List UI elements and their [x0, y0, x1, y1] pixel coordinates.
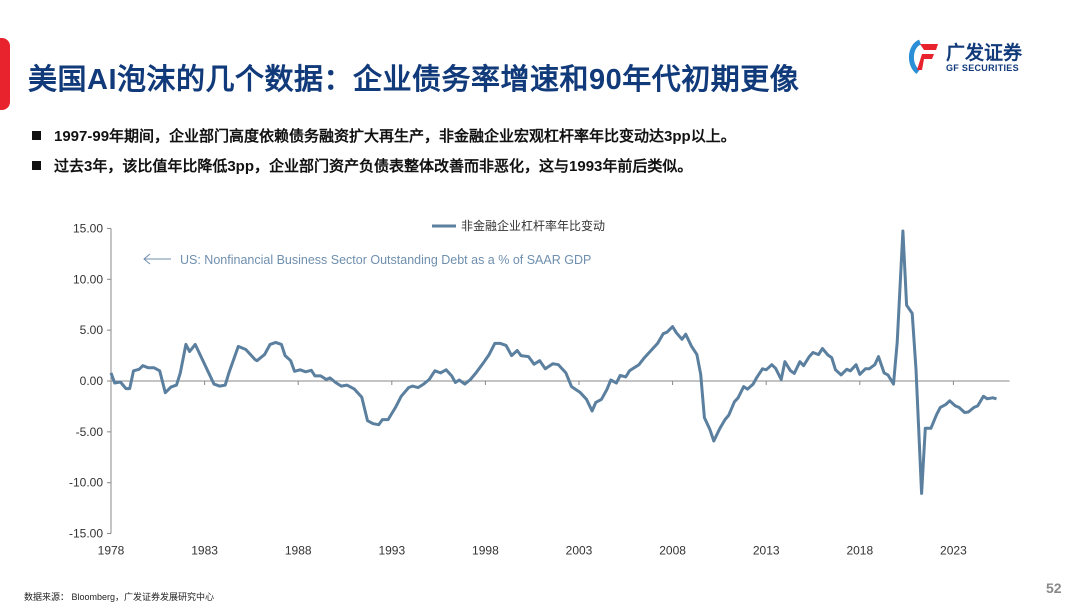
page-title: 美国AI泡沫的几个数据：企业债务率增速和90年代初期更像 — [28, 64, 800, 96]
x-tick-label: 1983 — [191, 544, 218, 558]
annotation-text: US: Nonfinancial Business Sector Outstan… — [180, 253, 591, 267]
annotation: US: Nonfinancial Business Sector Outstan… — [143, 253, 591, 267]
y-tick-label: 15.00 — [73, 221, 103, 235]
y-tick-label: 5.00 — [80, 323, 104, 337]
x-tick-label: 1978 — [98, 544, 125, 558]
bullet-item: 过去3年，该比值年比降低3pp，企业部门资产负债表整体改善而非恶化，这与1993… — [32, 150, 736, 180]
x-tick-label: 1988 — [285, 544, 312, 558]
x-tick-label: 2023 — [940, 544, 967, 558]
series-line — [109, 229, 997, 495]
logo: 广发证券 GF SECURITIES — [906, 38, 1046, 78]
x-tick-label: 2008 — [659, 544, 686, 558]
legend-label: 非金融企业杠杆率年比变动 — [461, 218, 605, 233]
bullet-list: 1997-99年期间，企业部门高度依赖债务融资扩大再生产，非金融企业宏观杠杆率年… — [32, 120, 736, 180]
gf-logo-icon — [909, 39, 938, 74]
arrow-left-icon — [143, 253, 171, 265]
y-tick-label: 10.00 — [73, 272, 103, 286]
data-source: 数据来源： Bloomberg，广发证券发展研究中心 — [24, 592, 215, 602]
bullet-text: 1997-99年期间，企业部门高度依赖债务融资扩大再生产，非金融企业宏观杠杆率年… — [54, 127, 736, 145]
legend: 非金融企业杠杆率年比变动 — [432, 218, 605, 233]
x-tick-label: 2018 — [846, 544, 873, 558]
y-tick-label: -15.00 — [69, 527, 103, 541]
y-tick-label: -10.00 — [69, 476, 103, 490]
y-tick-label: 0.00 — [80, 374, 104, 388]
page-number: 52 — [1046, 580, 1062, 596]
bullet-square-icon — [32, 130, 41, 140]
bullet-item: 1997-99年期间，企业部门高度依赖债务融资扩大再生产，非金融企业宏观杠杆率年… — [32, 120, 736, 150]
x-tick-label: 1998 — [472, 544, 499, 558]
x-tick-label: 1993 — [378, 544, 405, 558]
x-tick-label: 2003 — [566, 544, 593, 558]
bullet-text: 过去3年，该比值年比降低3pp，企业部门资产负债表整体改善而非恶化，这与1993… — [54, 157, 693, 175]
accent-tab — [0, 38, 10, 110]
y-tick-label: -5.00 — [76, 425, 104, 439]
axes: 15.00 10.00 5.00 0.00 -5.00 -10.00 -15.00 1978 1… — [69, 221, 1010, 558]
logo-text-cn: 广发证券 — [946, 43, 1023, 64]
x-tick-label: 2013 — [753, 544, 780, 558]
bullet-square-icon — [32, 160, 41, 170]
logo-text-en: GF SECURITIES — [946, 63, 1019, 73]
